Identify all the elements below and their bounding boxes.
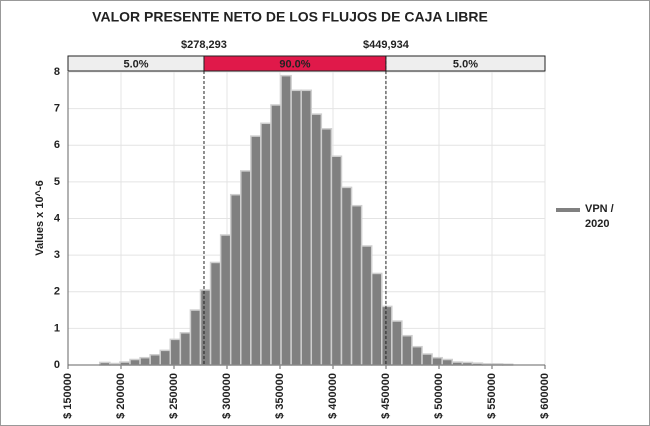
bar [240,170,252,366]
bar [431,356,443,366]
x-tick-label: $ 500000 [433,373,445,419]
y-tick-label: 0 [54,359,60,371]
delimiter-label: $278,293 [181,39,227,51]
bar [149,353,161,366]
bar [340,186,353,366]
bar [370,272,383,366]
bar [330,155,343,366]
bar [159,349,172,366]
x-tick-label: $ 400000 [327,373,339,419]
percentile-label: 5.0% [123,58,148,70]
x-tick-label: $ 150000 [62,373,74,419]
bar [169,338,182,366]
bar [411,345,423,366]
x-tick-label: $ 250000 [168,373,180,419]
y-tick-label: 2 [54,286,60,298]
bar [401,334,413,366]
x-tick-label: $ 550000 [486,373,498,419]
y-axis-label: Values x 10^-6 [34,180,46,256]
y-tick-label: 6 [54,139,60,151]
bar [421,353,433,366]
y-tick-label: 5 [54,176,60,188]
bar [179,332,192,366]
bar [139,356,151,366]
delimiter-label: $449,934 [363,39,410,51]
legend-label: VPN / 2020 [585,203,614,230]
bar [219,234,232,366]
bar [360,245,373,366]
bar [320,128,333,366]
y-tick-label: 7 [54,103,60,115]
bar [381,305,393,366]
y-tick-label: 8 [54,66,60,78]
bar [229,193,242,366]
x-tick-label: $ 600000 [539,373,551,419]
y-tick-label: 1 [54,322,60,334]
x-tick-label: $ 200000 [115,373,127,419]
bar [300,89,313,366]
bar [280,74,292,366]
bar [310,113,323,366]
bar [441,358,453,366]
x-tick-label: $ 300000 [221,373,233,419]
bar [290,89,302,366]
y-tick-label: 4 [54,212,61,224]
bar [391,320,403,366]
bar [270,104,282,366]
bar [260,122,272,366]
percentile-label: 5.0% [453,58,478,70]
bar [129,358,141,366]
y-tick-label: 3 [54,249,60,261]
bar [199,289,212,366]
bar [250,135,262,366]
bar [350,204,363,366]
percentile-label: 90.0% [279,58,310,70]
bar [189,309,202,366]
bar [209,261,222,366]
chart-title: VALOR PRESENTE NETO DE LOS FLUJOS DE CAJ… [92,9,488,25]
x-tick-label: $ 450000 [380,373,392,419]
x-tick-label: $ 350000 [274,373,286,419]
